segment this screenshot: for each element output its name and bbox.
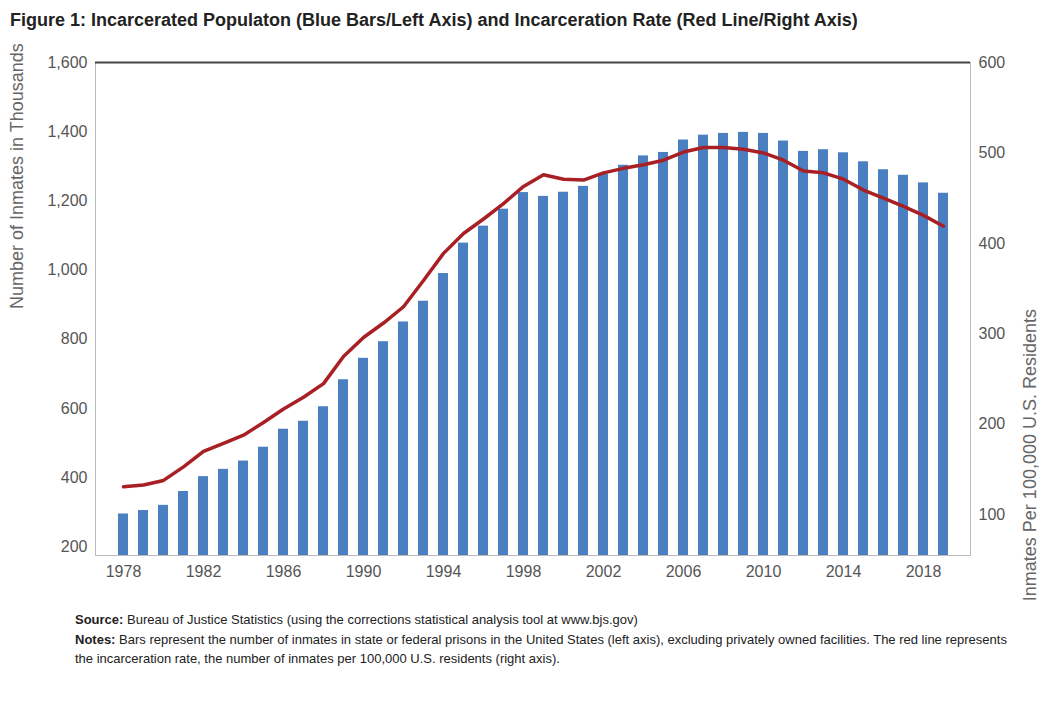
svg-text:2014: 2014 xyxy=(826,563,862,580)
svg-text:1994: 1994 xyxy=(426,563,462,580)
svg-text:2010: 2010 xyxy=(746,563,782,580)
svg-text:1990: 1990 xyxy=(346,563,382,580)
html-text:Notes: Bars represent the numb: Notes: Bars represent the number of inma… xyxy=(75,631,1007,666)
svg-text:1978: 1978 xyxy=(106,563,142,580)
svg-text:200: 200 xyxy=(979,415,1006,432)
svg-text:2002: 2002 xyxy=(586,563,622,580)
svg-text:200: 200 xyxy=(61,538,88,555)
svg-text:400: 400 xyxy=(61,469,88,486)
html-text:Source: Bureau of Justice Stat: Source: Bureau of Justice Statistics (us… xyxy=(75,612,638,627)
svg-text:1,400: 1,400 xyxy=(47,123,87,140)
svg-text:Inmates Per 100,000 U.S. Resid: Inmates Per 100,000 U.S. Residents xyxy=(1020,309,1040,601)
svg-text:2006: 2006 xyxy=(666,563,702,580)
svg-text:1998: 1998 xyxy=(506,563,542,580)
svg-text:1982: 1982 xyxy=(186,563,222,580)
svg-text:600: 600 xyxy=(979,54,1006,71)
svg-text:600: 600 xyxy=(61,400,88,417)
svg-text:800: 800 xyxy=(61,330,88,347)
svg-text:1,000: 1,000 xyxy=(47,261,87,278)
svg-text:1986: 1986 xyxy=(266,563,302,580)
svg-text:300: 300 xyxy=(979,325,1006,342)
html-text:Figure 1: Incarcerated Populat: Figure 1: Incarcerated Populaton (Blue B… xyxy=(10,10,858,30)
svg-text:2018: 2018 xyxy=(906,563,942,580)
svg-text:400: 400 xyxy=(979,235,1006,252)
svg-text:Number of Inmates in Thousands: Number of Inmates in Thousands xyxy=(7,43,27,309)
svg-text:500: 500 xyxy=(979,144,1006,161)
svg-text:100: 100 xyxy=(979,506,1006,523)
svg-text:1,200: 1,200 xyxy=(47,192,87,209)
svg-text:1,600: 1,600 xyxy=(47,54,87,71)
